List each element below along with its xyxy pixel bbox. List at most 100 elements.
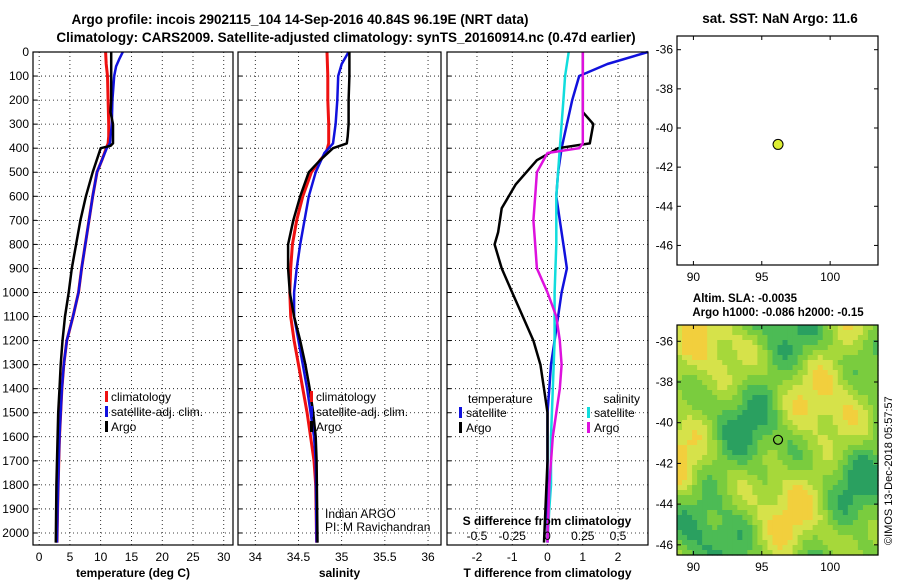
heatmap-cell [842,425,849,431]
x-tick-label: 36 [421,550,435,564]
heatmap-cell [692,385,698,391]
heatmap-cell [762,420,769,426]
heatmap-cell [837,335,844,341]
heatmap-cell [842,440,849,446]
heatmap-cell [742,520,748,526]
s-tick-label: 0.25 [571,529,595,543]
heatmap-cell [817,350,824,356]
heatmap-cell [797,390,804,396]
heatmap-cell [822,370,829,376]
heatmap-cell [697,455,703,461]
heatmap-cell [762,510,769,516]
heatmap-cell [762,365,769,371]
heatmap-cell [717,385,723,391]
heatmap-cell [822,330,829,336]
heatmap-cell [732,550,738,556]
heatmap-cell [862,410,869,416]
heatmap-cell [752,395,759,401]
legend-label: satellite [594,406,635,420]
heatmap-cell [757,330,764,336]
heatmap-cell [837,500,844,506]
heatmap-cell [872,505,879,511]
heatmap-cell [712,340,718,346]
heatmap-cell [707,410,713,416]
heatmap-cell [867,480,874,486]
heatmap-cell [682,445,688,451]
heatmap-cell [772,435,779,441]
heatmap-cell [747,475,753,481]
heatmap-cell [867,365,874,371]
heatmap-cell [842,540,849,546]
heatmap-cell [737,540,743,546]
heatmap-cell [767,410,774,416]
heatmap-cell [707,515,713,521]
heatmap-cell [857,435,864,441]
heatmap-cell [722,345,728,351]
heatmap-cell [842,460,849,466]
heatmap-cell [772,390,779,396]
heatmap-cell [807,355,814,361]
heatmap-cell [797,340,804,346]
heatmap-cell [812,380,819,386]
heatmap-cell [862,525,869,531]
heatmap-cell [722,340,728,346]
heatmap-cell [847,340,854,346]
heatmap-cell [702,330,708,336]
heatmap-cell [707,335,713,341]
heatmap-cell [722,470,728,476]
heatmap-cell [792,340,799,346]
heatmap-cell [737,475,743,481]
heatmap-cell [812,535,819,541]
heatmap-cell [772,505,779,511]
x-tick-label: 100 [820,270,840,284]
heatmap-cell [682,510,688,516]
heatmap-cell [862,450,869,456]
heatmap-cell [687,455,693,461]
heatmap-cell [722,405,728,411]
heatmap-cell [782,380,789,386]
heatmap-cell [737,430,743,436]
heatmap-cell [762,540,769,546]
heatmap-cell [742,495,748,501]
heatmap-cell [692,495,698,501]
heatmap-cell [782,405,789,411]
heatmap-cell [772,440,779,446]
heatmap-cell [727,445,733,451]
heatmap-cell [862,325,869,331]
heatmap-cell [727,495,733,501]
heatmap-cell [787,390,794,396]
heatmap-cell [757,510,764,516]
heatmap-cell [772,330,779,336]
heatmap-cell [792,445,799,451]
heatmap-cell [777,430,784,436]
legend-label: satellite-adj. clim. [111,405,203,419]
heatmap-cell [702,525,708,531]
heatmap-cell [707,390,713,396]
heatmap-cell [867,495,874,501]
heatmap-cell [777,470,784,476]
x-tick-label: 5 [67,550,74,564]
heatmap-cell [812,365,819,371]
heatmap-cell [687,500,693,506]
heatmap-cell [797,500,804,506]
heatmap-cell [842,325,849,331]
y-tick-label: -42 [656,160,674,174]
heatmap-cell [867,550,874,556]
heatmap-cell [697,450,703,456]
heatmap-cell [762,455,769,461]
heatmap-cell [767,375,774,381]
heatmap-cell [737,440,743,446]
heatmap-cell [712,495,718,501]
heatmap-cell [717,395,723,401]
heatmap-cell [732,355,738,361]
heatmap-cell [832,465,839,471]
x-tick-label: 2 [615,550,622,564]
heatmap-cell [697,540,703,546]
heatmap-cell [772,520,779,526]
sst-map-panel: sat. SST: NaN Argo: 11.690 95 100-36-38-40… [656,11,879,284]
heatmap-cell [752,375,759,381]
legend-swatch [105,406,108,417]
heatmap-cell [692,530,698,536]
heatmap-cell [797,550,804,556]
heatmap-cell [722,465,728,471]
